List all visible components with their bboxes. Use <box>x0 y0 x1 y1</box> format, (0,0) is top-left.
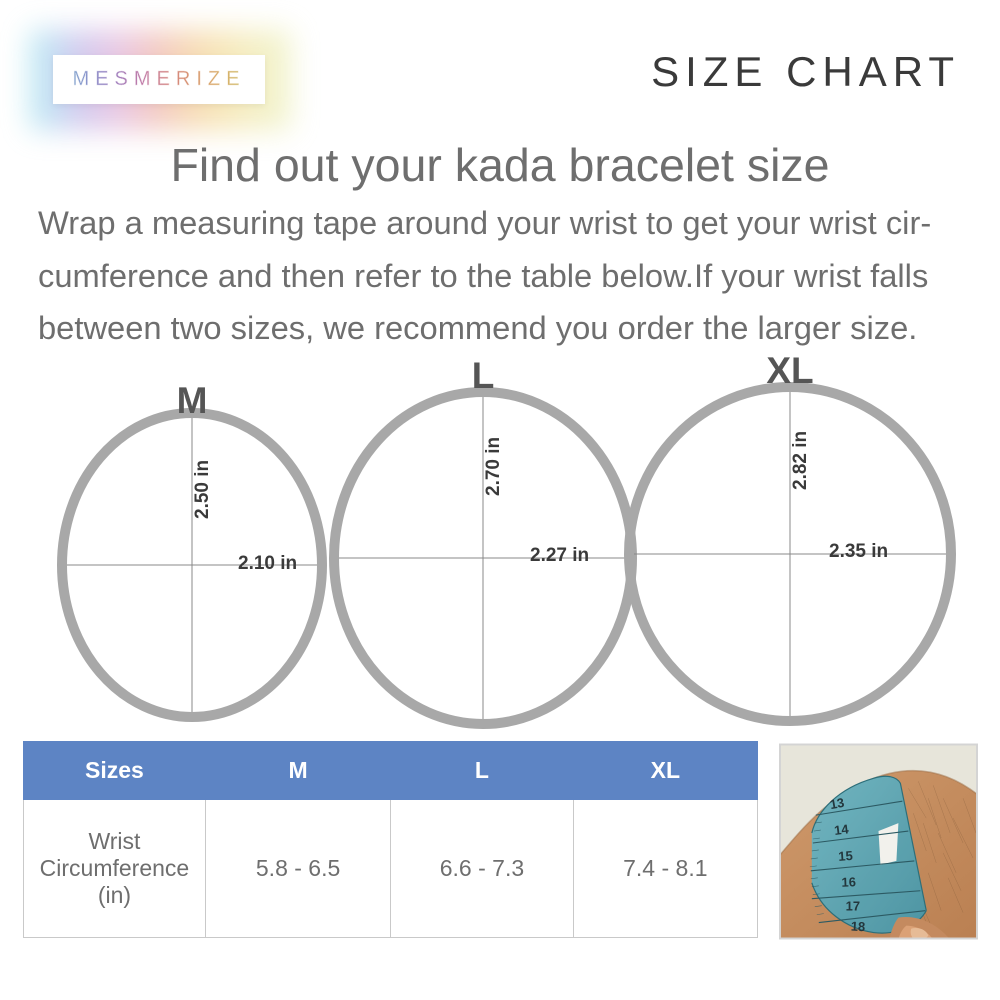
svg-text:14: 14 <box>833 821 850 838</box>
svg-text:17: 17 <box>845 899 859 914</box>
svg-text:13: 13 <box>828 795 845 812</box>
svg-text:18: 18 <box>850 919 865 935</box>
svg-text:16: 16 <box>841 874 856 889</box>
svg-text:15: 15 <box>837 848 852 864</box>
